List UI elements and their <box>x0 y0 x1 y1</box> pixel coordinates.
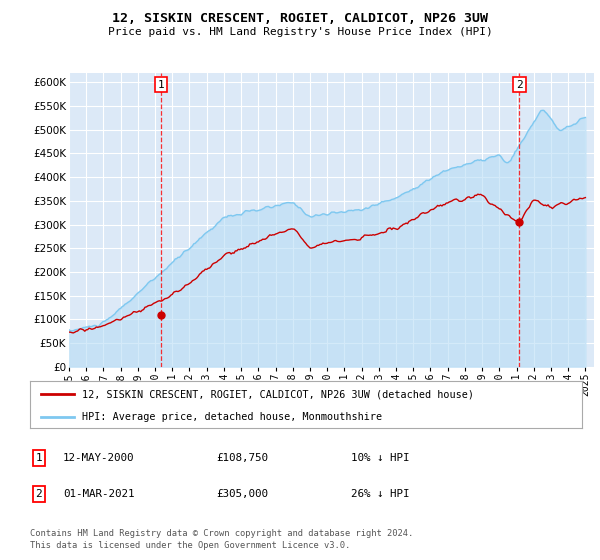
Text: 12, SISKIN CRESCENT, ROGIET, CALDICOT, NP26 3UW: 12, SISKIN CRESCENT, ROGIET, CALDICOT, N… <box>112 12 488 25</box>
Text: Contains HM Land Registry data © Crown copyright and database right 2024.: Contains HM Land Registry data © Crown c… <box>30 529 413 538</box>
Text: 10% ↓ HPI: 10% ↓ HPI <box>351 453 409 463</box>
Text: 26% ↓ HPI: 26% ↓ HPI <box>351 489 409 499</box>
Text: £305,000: £305,000 <box>216 489 268 499</box>
Text: 12, SISKIN CRESCENT, ROGIET, CALDICOT, NP26 3UW (detached house): 12, SISKIN CRESCENT, ROGIET, CALDICOT, N… <box>82 389 475 399</box>
Text: £108,750: £108,750 <box>216 453 268 463</box>
Text: 1: 1 <box>35 453 43 463</box>
Text: 12-MAY-2000: 12-MAY-2000 <box>63 453 134 463</box>
Text: HPI: Average price, detached house, Monmouthshire: HPI: Average price, detached house, Monm… <box>82 412 383 422</box>
Text: 1: 1 <box>157 80 164 90</box>
Text: 2: 2 <box>516 80 523 90</box>
Text: 2: 2 <box>35 489 43 499</box>
Text: 01-MAR-2021: 01-MAR-2021 <box>63 489 134 499</box>
Text: This data is licensed under the Open Government Licence v3.0.: This data is licensed under the Open Gov… <box>30 542 350 550</box>
Text: Price paid vs. HM Land Registry's House Price Index (HPI): Price paid vs. HM Land Registry's House … <box>107 27 493 37</box>
